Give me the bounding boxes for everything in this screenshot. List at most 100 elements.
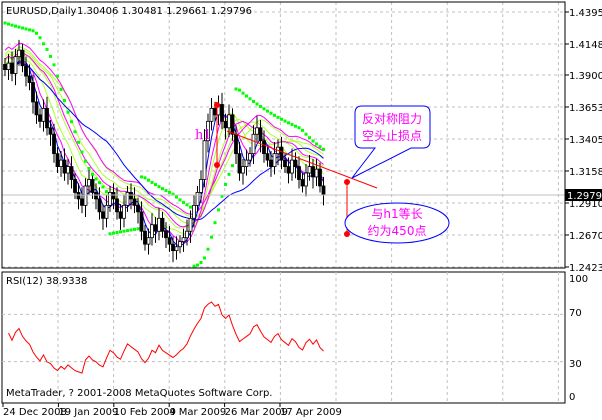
sar-dot (252, 99, 255, 103)
candle (157, 207, 161, 241)
sar-dot (255, 102, 259, 106)
candle (297, 156, 301, 189)
candle (307, 154, 312, 181)
sar-dot (248, 97, 252, 101)
sar-dot (112, 231, 115, 235)
sar-dot (84, 159, 87, 163)
candle (181, 228, 186, 252)
candle (38, 108, 42, 128)
moving-average-line (4, 49, 324, 224)
candle (24, 56, 28, 87)
h1-measure[interactable] (214, 102, 220, 168)
candle (255, 116, 259, 143)
sar-dot (91, 172, 94, 176)
sar-dot (241, 91, 245, 95)
sar-dot (119, 230, 122, 234)
candle (17, 39, 21, 66)
candle (3, 57, 7, 77)
rsi-grid (2, 272, 565, 403)
sar-dot (217, 208, 220, 212)
candle (52, 123, 56, 163)
current-price-tag (565, 189, 602, 201)
rsi-line (8, 301, 324, 374)
callout-box[interactable] (351, 105, 431, 179)
sar-dot (45, 47, 49, 51)
candle (122, 195, 126, 228)
sar-dot (276, 115, 280, 119)
moving-average-line (4, 51, 324, 228)
price-tick-label: 1.36530 (569, 103, 602, 114)
sar-dot (280, 117, 283, 121)
moving-average-line (4, 42, 324, 215)
sar-dot (168, 190, 171, 194)
candle (101, 204, 105, 230)
candle (27, 64, 32, 91)
sar-dot (178, 198, 182, 202)
sar-dot (70, 120, 73, 124)
candle (153, 217, 158, 243)
candle (76, 183, 81, 210)
candle (272, 142, 277, 175)
date-tick-label: 10 Feb 2009 (114, 407, 176, 418)
rsi-level-0: 0 (569, 392, 575, 403)
candle (237, 142, 242, 181)
price-tick-label: 1.24230 (569, 263, 602, 274)
sar-dot (171, 192, 175, 196)
sar-dot (231, 164, 234, 168)
candle (143, 224, 147, 251)
candle (202, 129, 207, 188)
candle (279, 136, 284, 170)
sar-dot (189, 205, 192, 209)
date-tick-label: 26 Mar 2009 (225, 407, 288, 418)
sar-dot (80, 150, 84, 154)
candle (111, 183, 116, 210)
candle (283, 153, 287, 174)
moving-average-line (4, 46, 324, 217)
sar-dot (105, 190, 108, 194)
candle (174, 236, 179, 260)
rsi-pane-border (1, 271, 566, 404)
candle (69, 156, 74, 189)
sar-dot (140, 175, 143, 179)
sar-dot (133, 227, 136, 231)
candle (80, 187, 84, 214)
candle (136, 197, 140, 224)
sar-dot (294, 124, 297, 128)
candle (304, 163, 308, 197)
candle (220, 92, 224, 130)
sar-dot (245, 94, 248, 98)
rsi-label: RSI(12) 38.9338 (6, 276, 87, 287)
ohlc-label: 1.30406 1.30481 1.29661 1.29796 (77, 6, 252, 17)
candle (66, 158, 70, 185)
sar-dot (101, 185, 105, 189)
grid (2, 2, 565, 268)
sar-dot (35, 31, 38, 35)
trendline[interactable] (226, 130, 378, 189)
sar-dot (66, 110, 70, 114)
sar-dot (262, 107, 266, 111)
price-tick-label: 1.31580 (569, 167, 602, 178)
sar-dot (129, 228, 133, 232)
sar-dot (315, 142, 318, 146)
candle (10, 51, 14, 82)
candle (167, 226, 172, 252)
candle (258, 120, 263, 153)
sar-dot (304, 132, 308, 136)
sar-dot (301, 128, 304, 132)
date-tick-label: 24 Dec 2008 (3, 407, 67, 418)
ellipse-note[interactable] (344, 202, 450, 244)
sar-dot (3, 21, 7, 25)
price-tick-label: 1.26705 (569, 231, 602, 242)
candle (314, 158, 319, 186)
date-tick-label: 17 Apr 2009 (280, 407, 342, 418)
candle (59, 151, 63, 177)
moving-average-line (4, 53, 324, 229)
current-price-label: 1.29796 (567, 191, 602, 202)
sar-dot (10, 23, 14, 27)
sar-dot (157, 185, 161, 189)
sar-dot (154, 183, 157, 187)
sar-dot (63, 99, 66, 103)
